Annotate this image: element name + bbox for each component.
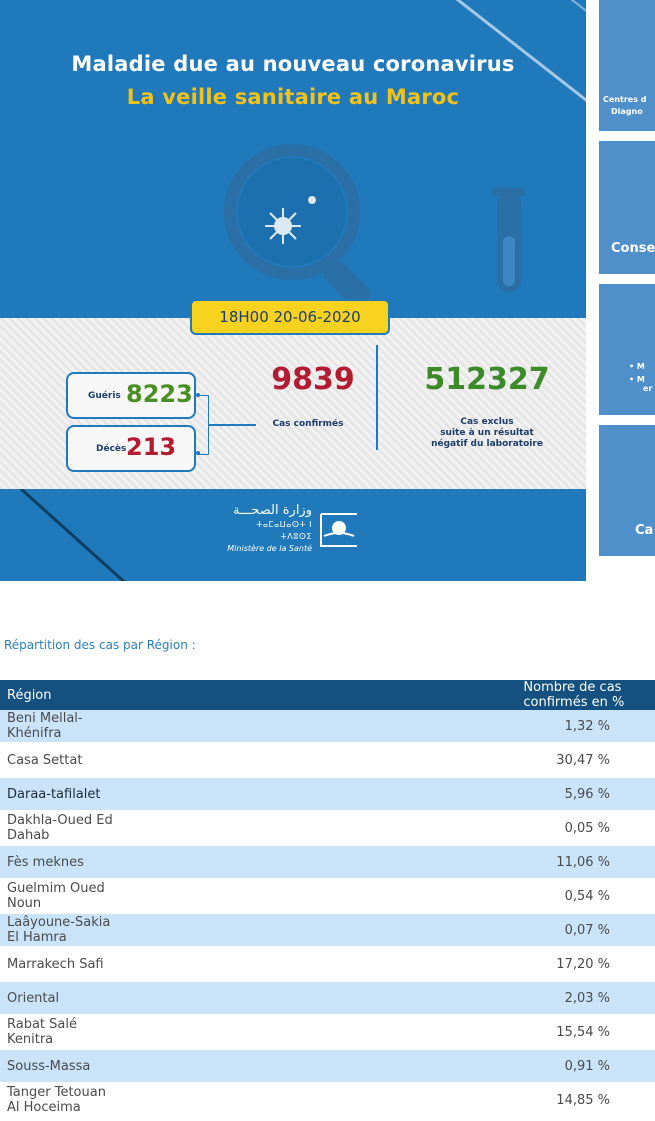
side-card-cases[interactable]: Ca (599, 425, 655, 556)
region-percent: 0,07 % (129, 913, 655, 948)
side-card-text: Conse (611, 241, 655, 256)
table-row: Souss-Massa 0,91 % (0, 1049, 655, 1084)
excluded-label-line: négatif du laboratoire (431, 439, 543, 449)
region-percent: 1,32 % (129, 710, 655, 744)
table-row: Rabat Salé Kenitra 15,54 % (0, 1015, 655, 1050)
confirmed-count: 9839 (271, 362, 355, 397)
table-row: Laâyoune-Sakia El Hamra 0,07 % (0, 913, 655, 948)
region-name: Tanger Tetouan Al Hoceima (0, 1083, 130, 1118)
connector-dot (196, 451, 200, 455)
region-name: Guelmim Oued Noun (0, 879, 130, 914)
table-row: Casa Settat 30,47 % (0, 743, 655, 778)
recovered-count: 8223 (126, 380, 193, 408)
side-card-text: • M (629, 375, 645, 384)
ministry-french: Ministère de la Santé (227, 544, 312, 553)
region-name: Fès meknes (0, 845, 130, 880)
region-percent: 0,05 % (129, 811, 655, 846)
ministry-tifinagh: ⵜⴰⵎⴰⵡⴰⵙⵜ ⵏ ⵜⴷⵓⵙⵉ (256, 520, 312, 541)
table-row: Oriental 2,03 % (0, 981, 655, 1016)
region-percent: 0,91 % (129, 1049, 655, 1084)
table-row: Fès meknes 11,06 % (0, 845, 655, 880)
covid-infographic-banner[interactable]: Maladie due au nouveau coronavirus La ve… (0, 0, 586, 581)
side-card-advice[interactable]: Conse (599, 141, 655, 274)
region-name: Casa Settat (0, 743, 130, 778)
region-name: Beni Mellal-Khénifra (0, 710, 130, 744)
report-datetime: 18H00 20-06-2020 (190, 299, 390, 335)
excluded-label-line: suite à un résultat (440, 428, 534, 438)
magnifier-icon (224, 144, 525, 308)
ministry-logo-icon (320, 513, 357, 547)
table-row: Dakhla-Oued Ed Dahab 0,05 % (0, 811, 655, 846)
banner-title-line2: La veille sanitaire au Maroc (126, 85, 460, 109)
table-row: Tanger Tetouan Al Hoceima 14,85 % (0, 1083, 655, 1118)
side-card-diagnostic-centers[interactable]: Centres d Diagno (599, 0, 655, 131)
region-percent: 14,85 % (129, 1083, 655, 1118)
region-percent: 15,54 % (129, 1015, 655, 1050)
region-percent: 30,47 % (129, 743, 655, 778)
region-percent: 5,96 % (129, 777, 655, 812)
banner-title-line1: Maladie due au nouveau coronavirus (71, 52, 515, 76)
ministry-wordmark: وزارة الصحـــة ⵜⴰⵎⴰⵡⴰⵙⵜ ⵏ ⵜⴷⵓⵙⵉ Ministèr… (222, 503, 312, 555)
decor-line (20, 487, 127, 581)
side-card-text: Centres d (603, 95, 647, 104)
table-row: Guelmim Oued Noun 0,54 % (0, 879, 655, 914)
table-row: Beni Mellal-Khénifra 1,32 % (0, 710, 655, 744)
confirmed-label: Cas confirmés (272, 419, 344, 429)
region-name: Rabat Salé Kenitra (0, 1015, 130, 1050)
ministry-arabic: وزارة الصحـــة (232, 503, 312, 518)
side-card-text: • M (629, 362, 645, 371)
region-name: Souss-Massa (0, 1049, 130, 1084)
region-name: Oriental (0, 981, 130, 1016)
side-card-measures[interactable]: • M • M er (599, 284, 655, 415)
region-cases-table: Région Nombre de cas confirmés en % Beni… (0, 680, 655, 1118)
deaths-box: Décès 213 (66, 425, 196, 472)
side-card-text: Diagno (611, 107, 643, 116)
table-row: Marrakech Safi 17,20 % (0, 947, 655, 982)
excluded-label: Cas exclus suite à un résultat négatif d… (392, 417, 582, 450)
region-name: Dakhla-Oued Ed Dahab (0, 811, 130, 846)
table-row: Daraa-tafilalet 5,96 % (0, 777, 655, 812)
excluded-label-line: Cas exclus (460, 417, 514, 427)
region-percent: 0,54 % (129, 879, 655, 914)
table-header-row: Région Nombre de cas confirmés en % (0, 680, 655, 710)
region-percent: 17,20 % (129, 947, 655, 982)
test-tube-icon (493, 188, 525, 292)
recovered-box: Guéris 8223 (66, 372, 196, 419)
recovered-label: Guéris (88, 391, 121, 401)
stats-divider (376, 345, 378, 450)
side-card-text: er (643, 384, 653, 393)
deaths-count: 213 (126, 433, 177, 461)
region-name: Laâyoune-Sakia El Hamra (0, 913, 130, 948)
region-percent: 2,03 % (129, 981, 655, 1016)
deaths-label: Décès (96, 444, 127, 454)
virus-icon (265, 196, 316, 244)
column-header-percent: Nombre de cas confirmés en % (129, 680, 655, 710)
region-name: Marrakech Safi (0, 947, 130, 982)
side-card-text: Ca (635, 523, 654, 538)
region-name: Daraa-tafilalet (0, 777, 130, 812)
region-percent: 11,06 % (129, 845, 655, 880)
connector-line (208, 424, 256, 426)
column-header-region: Région (0, 680, 130, 710)
excluded-count: 512327 (424, 362, 550, 397)
region-distribution-heading: Répartition des cas par Région : (4, 638, 196, 652)
